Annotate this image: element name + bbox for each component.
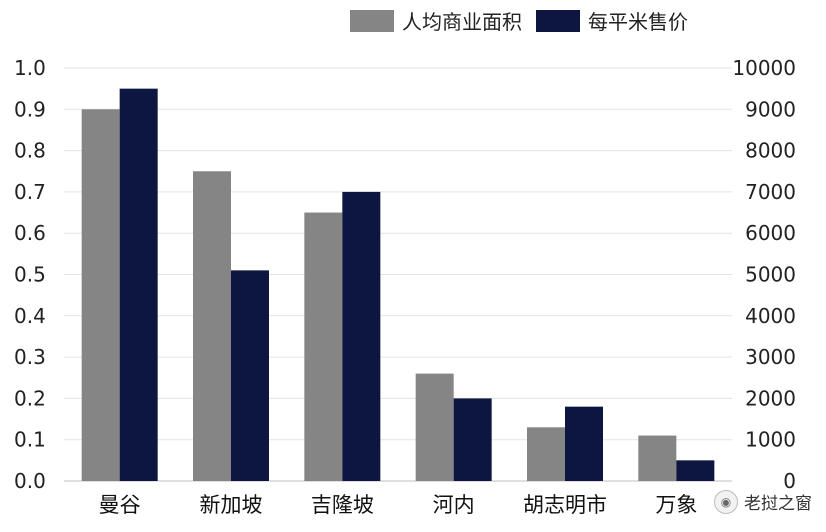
legend-item-area: 人均商业面积	[350, 6, 522, 35]
category-label: 曼谷	[99, 493, 141, 517]
right-tick-label: 0	[783, 469, 796, 493]
bar-area	[638, 435, 677, 481]
left-tick-label: 0.0	[14, 469, 46, 493]
left-tick-label: 0.8	[14, 139, 46, 163]
bar-area	[193, 171, 231, 481]
left-tick-label: 1.0	[14, 56, 46, 80]
right-tick-label: 4000	[745, 304, 796, 328]
bars	[81, 88, 715, 482]
gridlines	[64, 67, 732, 482]
category-label: 吉隆坡	[311, 493, 374, 517]
left-tick-label: 0.3	[14, 345, 46, 369]
category-axis: 曼谷 新加坡 吉隆坡 河内 胡志明市 万象	[99, 493, 698, 517]
left-axis: 0.0 0.1 0.2 0.3 0.4 0.5 0.6 0.7 0.8 0.9 1.0	[14, 56, 46, 493]
left-tick-label: 0.7	[14, 180, 46, 204]
left-tick-label: 0.9	[14, 97, 46, 121]
watermark-text: 老挝之窗	[744, 494, 812, 514]
legend-item-price: 每平米售价	[536, 6, 688, 35]
left-tick-label: 0.5	[14, 263, 46, 287]
right-tick-label: 2000	[745, 386, 796, 410]
wechat-icon: ◉	[714, 489, 738, 514]
bar-price	[676, 460, 715, 481]
category-label: 河内	[433, 493, 475, 517]
bar-area	[81, 109, 120, 482]
left-tick-label: 0.1	[14, 428, 46, 452]
legend-swatch-area	[350, 9, 394, 32]
bar-price	[565, 406, 603, 481]
legend: 人均商业面积 每平米售价	[350, 6, 688, 35]
legend-swatch-price	[536, 9, 580, 32]
legend-label-area: 人均商业面积	[402, 10, 522, 34]
right-tick-label: 8000	[745, 139, 796, 163]
right-axis: 0 1000 2000 3000 4000 5000 6000 7000 8000 9000 100…	[732, 56, 796, 493]
category-label: 胡志明市	[523, 493, 607, 517]
watermark: ◉ 老挝之窗	[714, 489, 812, 514]
right-tick-label: 10000	[732, 56, 796, 80]
right-tick-label: 3000	[745, 345, 796, 369]
right-tick-label: 1000	[745, 428, 796, 452]
left-tick-label: 0.4	[14, 304, 46, 328]
bar-price	[231, 270, 269, 481]
bar-price	[342, 191, 381, 481]
right-tick-label: 9000	[745, 97, 796, 121]
right-tick-label: 6000	[745, 221, 796, 245]
bar-area	[304, 212, 343, 482]
left-tick-label: 0.6	[14, 221, 46, 245]
bar-price	[119, 88, 158, 482]
category-label: 新加坡	[200, 493, 263, 517]
category-label: 万象	[655, 493, 697, 517]
right-tick-label: 7000	[745, 180, 796, 204]
left-tick-label: 0.2	[14, 386, 46, 410]
bar-area	[415, 373, 454, 481]
bar-price	[453, 398, 492, 481]
right-tick-label: 5000	[745, 263, 796, 287]
bar-area	[527, 427, 565, 481]
legend-label-price: 每平米售价	[588, 10, 688, 34]
